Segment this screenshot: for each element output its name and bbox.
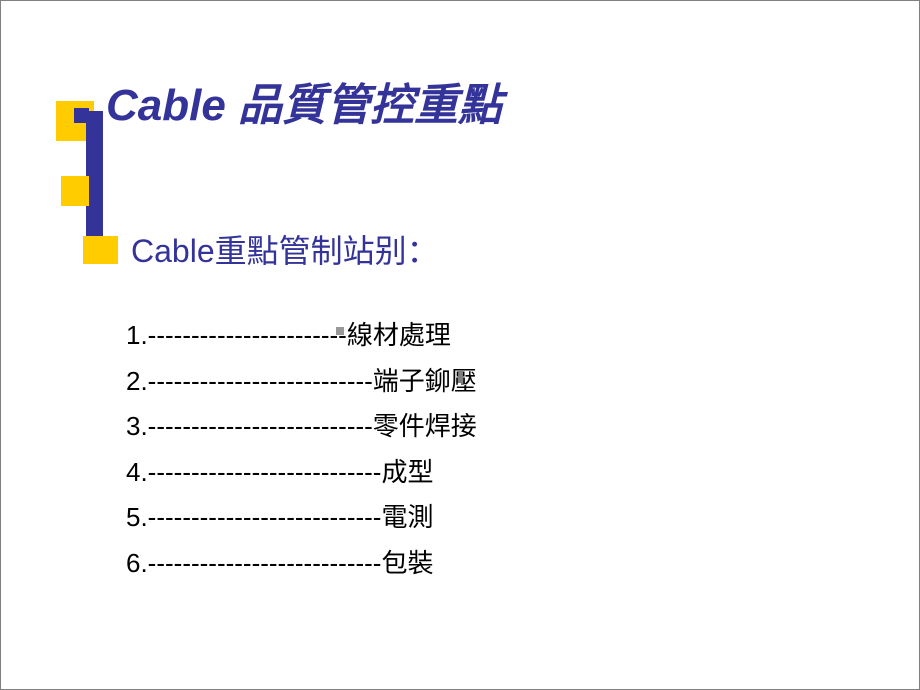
shape-yellow-bottom xyxy=(83,236,118,264)
list-item: 3.--------------------------零件焊接 xyxy=(126,404,477,450)
shape-yellow-middle xyxy=(61,176,89,206)
decorative-shapes xyxy=(31,56,111,236)
list-item: 6.---------------------------包裝 xyxy=(126,541,477,587)
list-item: 1.-----------------------線材處理 xyxy=(126,313,477,359)
slide-title: Cable 品質管控重點 xyxy=(106,69,502,133)
numbered-list: 1.-----------------------線材處理 2.--------… xyxy=(126,313,477,586)
list-item: 2.--------------------------端子鉚壓 xyxy=(126,359,477,405)
list-item: 4.---------------------------成型 xyxy=(126,450,477,496)
slide-container: Cable 品質管控重點 Cable重點管制站别： 1.------------… xyxy=(0,0,920,690)
slide-subtitle: Cable重點管制站别： xyxy=(131,226,439,272)
list-item: 5.---------------------------電測 xyxy=(126,495,477,541)
